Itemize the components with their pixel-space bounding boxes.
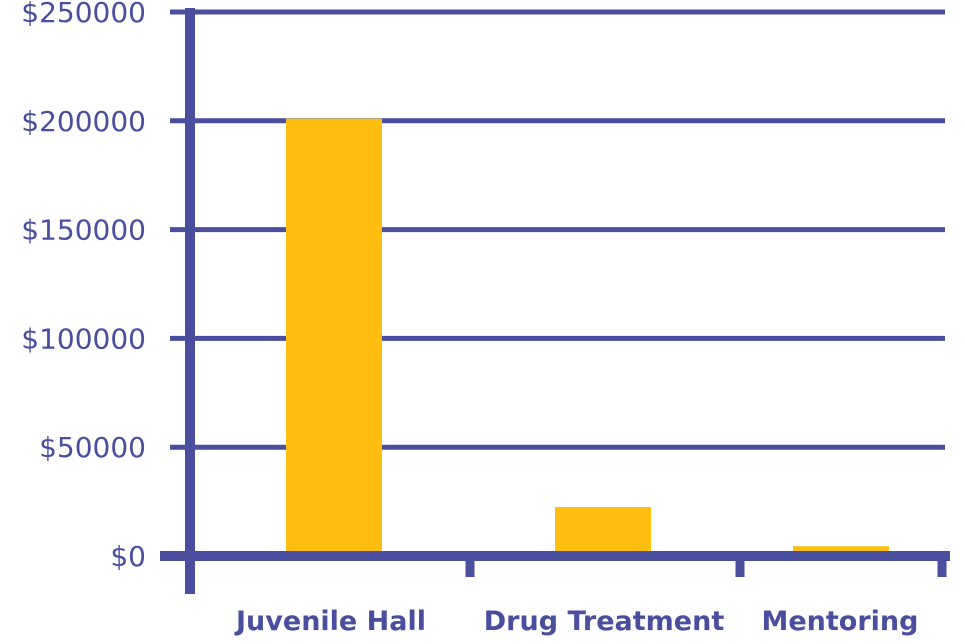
y-tick-label: $0 [110, 540, 146, 573]
y-tick-label: $150000 [21, 214, 146, 247]
bar-juvenile-hall [286, 118, 382, 557]
x-category-label: Drug Treatment [484, 606, 725, 637]
x-category-label: Mentoring [762, 606, 919, 637]
x-category-label: Juvenile Hall [234, 606, 426, 637]
x-category-labels: Juvenile Hall Drug Treatment Mentoring [234, 606, 918, 637]
bar-drug-treatment [555, 507, 651, 556]
y-tick-label: $250000 [21, 0, 146, 29]
axes [160, 8, 950, 594]
y-tick-label: $200000 [21, 105, 146, 138]
y-tick-label: $50000 [39, 431, 146, 464]
y-tick-label: $100000 [21, 322, 146, 355]
y-tick-labels: $0 $50000 $100000 $150000 $200000 $250000 [21, 0, 146, 573]
